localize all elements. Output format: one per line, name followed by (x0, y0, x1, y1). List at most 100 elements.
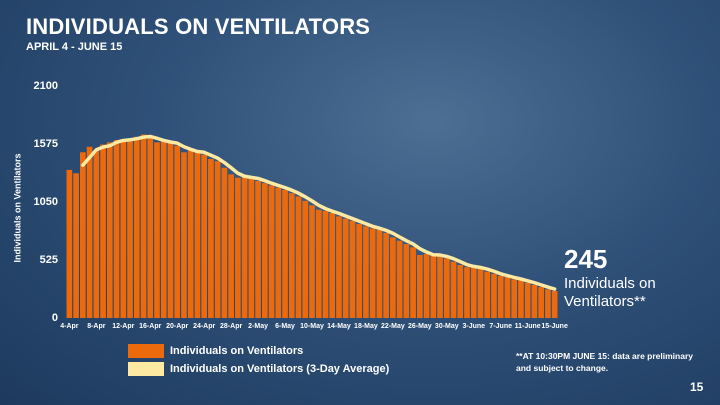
bar (437, 256, 443, 318)
bar (363, 226, 369, 318)
bar (127, 140, 133, 318)
bar (241, 176, 248, 318)
bar (106, 142, 113, 318)
bar (349, 220, 356, 318)
bar (147, 137, 154, 318)
x-tick-label: 2-May (248, 323, 268, 330)
y-tick-label: 525 (40, 254, 58, 266)
bar (174, 145, 181, 318)
bar (538, 287, 544, 318)
x-tick-label: 12-Apr (112, 323, 134, 330)
bar (450, 261, 457, 318)
x-tick-label: 3-June (462, 323, 485, 330)
bar (140, 134, 147, 318)
bar (80, 152, 86, 318)
chart-title: INDIVIDUALS ON VENTILATORS (26, 14, 371, 39)
legend-label: Individuals on Ventilators (3-Day Averag… (170, 363, 390, 375)
y-tick-label: 1050 (34, 196, 58, 208)
x-tick-label: 10-May (300, 323, 324, 330)
bar (194, 152, 201, 318)
bar (268, 185, 275, 318)
bar (551, 290, 558, 318)
x-tick-label: 11-June (515, 323, 541, 330)
bar (228, 174, 234, 318)
legend-label: Individuals on Ventilators (170, 345, 303, 357)
x-tick-label: 14-May (327, 323, 351, 330)
x-tick-label: 26-May (408, 323, 432, 330)
bar (187, 150, 194, 318)
bar (524, 282, 531, 318)
bar (504, 277, 511, 318)
y-axis-label: Individuals on Ventilators (12, 153, 22, 262)
bar (423, 253, 430, 318)
bar (113, 140, 120, 318)
bar (208, 158, 214, 318)
x-tick-label: 30-May (435, 323, 459, 330)
bar (511, 279, 518, 318)
bar (309, 205, 315, 318)
bar (443, 258, 450, 318)
bar (356, 224, 363, 318)
bar (100, 144, 106, 318)
callout-value: 245 (564, 244, 608, 274)
x-tick-label: 22-May (381, 323, 405, 330)
y-tick-label: 2100 (34, 80, 58, 92)
x-tick-label: 20-Apr (166, 323, 188, 330)
bar (302, 200, 309, 318)
footnote: **AT 10:30PM JUNE 15: data are prelimina… (516, 351, 693, 373)
bar (214, 161, 221, 318)
bar (396, 240, 403, 318)
bar (322, 210, 329, 318)
x-tick-label: 6-May (275, 323, 295, 330)
bar (86, 146, 93, 318)
bar (457, 264, 464, 318)
bar (255, 181, 261, 318)
bar (470, 267, 477, 318)
bar (417, 255, 423, 318)
bar (167, 142, 174, 318)
x-tick-label: 18-May (354, 323, 378, 330)
x-tick-label: 15-June (541, 323, 568, 330)
legend-swatch (128, 362, 164, 376)
bar (390, 237, 396, 318)
bar (288, 193, 295, 318)
bar (497, 276, 504, 318)
bar (383, 232, 389, 318)
bar (120, 139, 127, 318)
bar (201, 154, 207, 318)
bar (477, 268, 484, 318)
bar (315, 209, 322, 318)
y-tick-label: 1575 (34, 138, 58, 150)
bar (464, 267, 470, 318)
bar (154, 142, 160, 318)
legend-swatch (128, 344, 164, 358)
bar (275, 187, 282, 318)
x-tick-label: 16-Apr (139, 323, 161, 330)
bar (369, 228, 376, 318)
bar (545, 289, 551, 318)
average-line (81, 134, 557, 291)
page-number: 15 (690, 380, 704, 394)
bar (336, 216, 342, 318)
bar (235, 177, 241, 318)
bar (329, 213, 336, 318)
bar (248, 177, 255, 318)
x-tick-label: 24-Apr (193, 323, 215, 330)
bar (66, 169, 73, 318)
bar (261, 183, 268, 318)
bar (160, 141, 167, 318)
bar (376, 229, 383, 318)
bar (410, 247, 416, 318)
x-tick-label: 8-Apr (87, 323, 106, 330)
bar (430, 255, 437, 318)
bar (484, 271, 491, 318)
x-tick-label: 7-June (489, 323, 512, 330)
bar (403, 243, 410, 318)
callout-text: Individuals on Ventilators** (564, 275, 656, 310)
bar (133, 136, 140, 318)
bar (295, 196, 302, 318)
bar (93, 150, 100, 318)
chart-subtitle: APRIL 4 - JUNE 15 (26, 41, 123, 53)
bar (342, 218, 349, 318)
